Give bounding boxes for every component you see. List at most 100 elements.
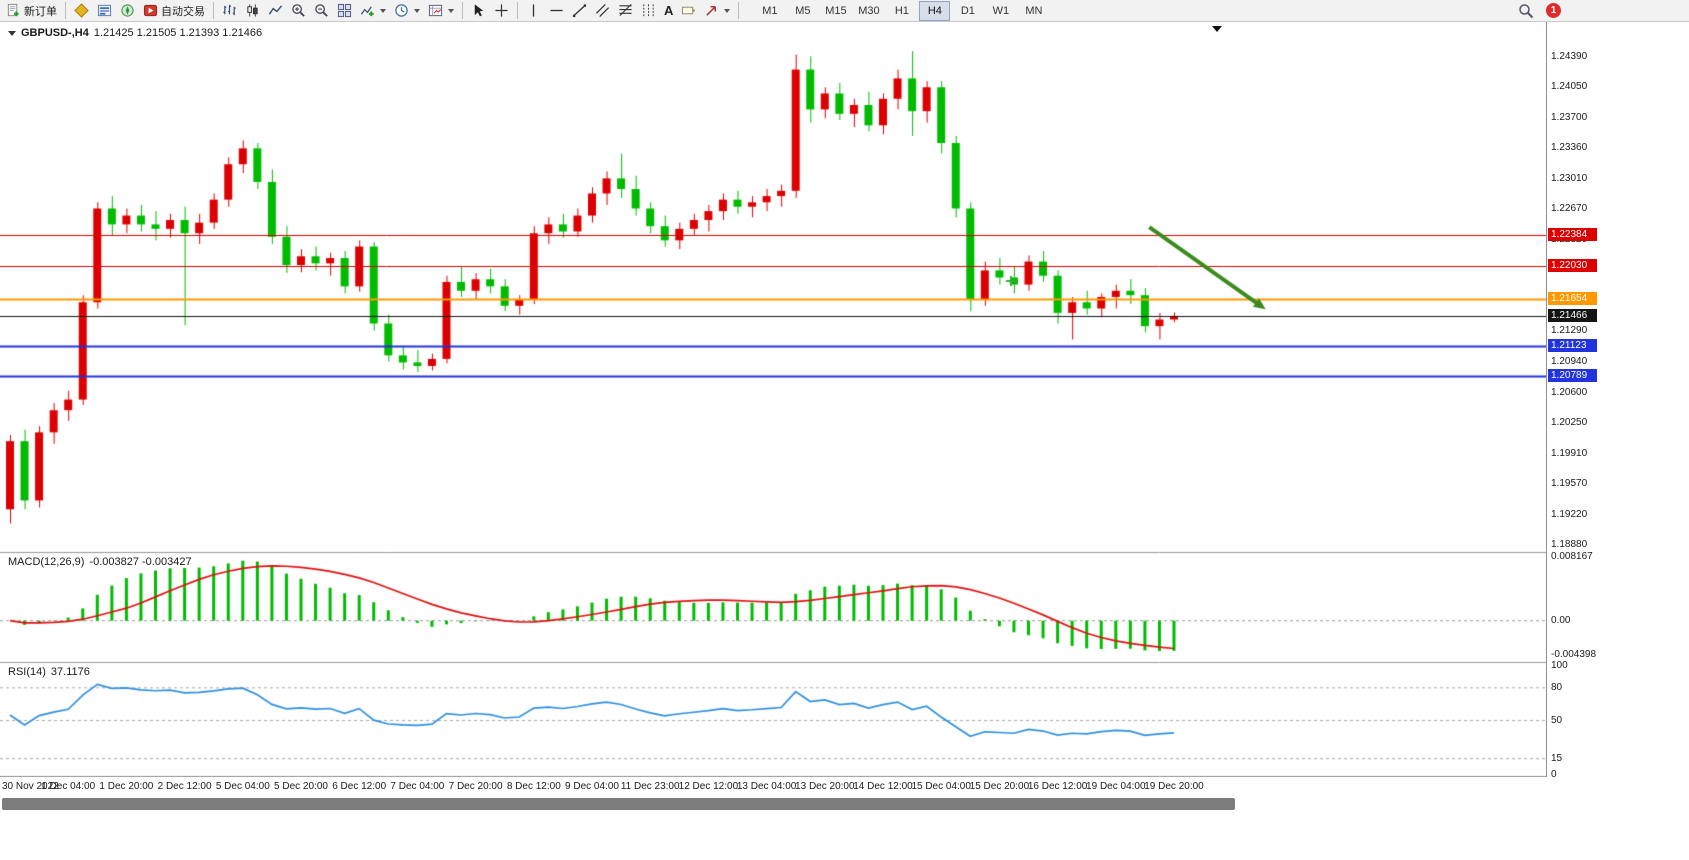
- rsi-header: RSI(14) 37.1176: [8, 666, 90, 678]
- price-chart-canvas[interactable]: [0, 22, 1546, 777]
- templates-button[interactable]: [424, 1, 458, 21]
- periods-icon: [395, 4, 408, 17]
- horizontal-scrollbar[interactable]: [0, 797, 1689, 811]
- horizontal-line-tool-button[interactable]: [545, 1, 568, 21]
- bar-chart-icon: [223, 4, 236, 16]
- market-watch-icon: [74, 3, 89, 18]
- chart-menu-caret[interactable]: [8, 30, 16, 36]
- macd-values: -0.003827 -0.003427: [89, 556, 192, 568]
- price-axis-tick: 1.19570: [1551, 477, 1588, 489]
- timeframe-button-m15[interactable]: M15: [825, 4, 847, 17]
- level-tag[interactable]: 1.20789: [1548, 368, 1597, 382]
- cursor-icon: [474, 4, 484, 17]
- macd-axis-tick: -0.004398: [1551, 649, 1597, 660]
- time-axis-label: 19 Dec 04:00: [1086, 781, 1146, 792]
- zoom-out-icon: [315, 4, 328, 17]
- rsi-axis-tick: 0: [1551, 769, 1557, 780]
- cursor-tool-button[interactable]: [467, 1, 490, 21]
- chart-ohlc: 1.21425 1.21505 1.21393 1.21466: [93, 27, 263, 39]
- price-axis-tick: 1.20250: [1551, 417, 1588, 429]
- toolbar-right: 1: [1514, 1, 1687, 21]
- price-axis-tick: 1.20940: [1551, 356, 1588, 368]
- channel-tool-button[interactable]: [591, 1, 614, 21]
- price-axis-tick: 1.19910: [1551, 447, 1588, 459]
- zoom-in-button[interactable]: [287, 1, 310, 21]
- templates-icon: [428, 4, 443, 17]
- timeframe-button-m5[interactable]: M5: [795, 4, 811, 17]
- label-tool-button[interactable]: [677, 1, 700, 21]
- time-axis-label: 1 Dec 20:00: [99, 781, 154, 792]
- timeframe-button-m30[interactable]: M30: [858, 4, 880, 17]
- rsi-axis-tick: 50: [1551, 714, 1563, 726]
- tile-windows-button[interactable]: [333, 1, 356, 21]
- timeframe-button-h4[interactable]: H4: [919, 0, 951, 21]
- timeframe-button-m1[interactable]: M1: [762, 4, 778, 17]
- market-watch-button[interactable]: [70, 1, 93, 21]
- navigator-icon: [121, 4, 134, 17]
- cycle-lines-icon: [643, 4, 654, 17]
- toolbar-separator: [517, 2, 518, 19]
- line-chart-button[interactable]: [264, 1, 287, 21]
- periods-caret-icon: [414, 8, 420, 13]
- crosshair-tool-button[interactable]: [490, 1, 513, 21]
- price-axis-tick: 1.22670: [1551, 203, 1588, 215]
- search-button[interactable]: [1514, 1, 1538, 21]
- time-axis-label: 5 Dec 20:00: [274, 781, 328, 792]
- time-axis-label: 2 Dec 12:00: [157, 781, 212, 792]
- channel-icon: [595, 3, 610, 18]
- zoom-out-button[interactable]: [310, 1, 333, 21]
- label-icon: [682, 6, 696, 15]
- periods-button[interactable]: [390, 1, 424, 21]
- new-order-label: 新订单: [24, 5, 57, 18]
- rsi-axis-tick: 80: [1551, 681, 1563, 693]
- fibonacci-icon: [619, 4, 632, 17]
- templates-caret-icon: [448, 8, 454, 13]
- chart-workspace: GBPUSD-,H4 1.21425 1.21505 1.21393 1.214…: [0, 22, 1689, 860]
- data-window-button[interactable]: [93, 1, 116, 21]
- toolbar-separator: [462, 2, 463, 19]
- time-axis-label: 13 Dec 20:00: [795, 781, 855, 792]
- timeframe-button-w1[interactable]: W1: [992, 4, 1010, 17]
- candle-chart-button[interactable]: [241, 1, 264, 21]
- fibonacci-tool-button[interactable]: [614, 1, 637, 21]
- new-order-button[interactable]: 新订单: [2, 1, 61, 21]
- trendline-tool-button[interactable]: [568, 1, 591, 21]
- timeframe-button-d1[interactable]: D1: [960, 4, 975, 17]
- time-axis-label: 5 Dec 04:00: [215, 781, 270, 792]
- crosshair-icon: [495, 4, 508, 17]
- level-tag[interactable]: 1.21123: [1548, 339, 1597, 353]
- price-axis-tick: 1.23360: [1551, 142, 1588, 154]
- navigator-button[interactable]: [116, 1, 139, 21]
- time-axis-label: 9 Dec 04:00: [565, 781, 619, 792]
- timeframe-button-mn[interactable]: MN: [1025, 4, 1043, 17]
- text-icon: A: [664, 3, 674, 18]
- indicators-icon: [360, 6, 374, 17]
- level-tag[interactable]: 1.21654: [1548, 292, 1597, 306]
- notification-badge[interactable]: 1: [1546, 3, 1561, 18]
- toolbar-separator: [213, 2, 214, 19]
- time-axis-label: 16 Dec 12:00: [1027, 781, 1088, 792]
- toolbar: 新订单 自动交易: [0, 0, 1689, 22]
- time-axis-label: 15 Dec 20:00: [969, 781, 1030, 792]
- macd-axis-tick: 0.008167: [1551, 551, 1593, 562]
- timeframe-button-h1[interactable]: H1: [894, 4, 909, 17]
- arrows-tool-button[interactable]: [700, 1, 734, 21]
- chart-shift-marker[interactable]: [1212, 26, 1222, 32]
- text-tool-button[interactable]: A: [660, 1, 677, 21]
- current-price-tag[interactable]: 1.21466: [1548, 308, 1597, 322]
- time-axis-label: 13 Dec 04:00: [736, 781, 797, 792]
- price-axis[interactable]: 1.24390 1.24050 1.23700 1.23360 1.23010 1.226…: [1546, 22, 1689, 780]
- time-axis[interactable]: 30 Nov 2022 1 Dec 04:00 1 Dec 20:00 2 Dec 1…: [0, 777, 1546, 797]
- time-axis-label: 14 Dec 12:00: [853, 781, 913, 792]
- vertical-line-tool-button[interactable]: [522, 1, 545, 21]
- autotrade-button[interactable]: 自动交易: [139, 1, 209, 21]
- rsi-values: 37.1176: [50, 666, 90, 678]
- time-axis-label: 7 Dec 04:00: [390, 781, 445, 792]
- level-tag[interactable]: 1.22030: [1548, 258, 1597, 272]
- horizontal-scrollbar-thumb[interactable]: [2, 798, 1235, 810]
- time-axis-label: 15 Dec 04:00: [911, 781, 971, 792]
- cycle-lines-tool-button[interactable]: [637, 1, 660, 21]
- level-tag[interactable]: 1.22384: [1548, 227, 1597, 241]
- indicators-button[interactable]: [356, 1, 390, 21]
- bar-chart-button[interactable]: [218, 1, 241, 21]
